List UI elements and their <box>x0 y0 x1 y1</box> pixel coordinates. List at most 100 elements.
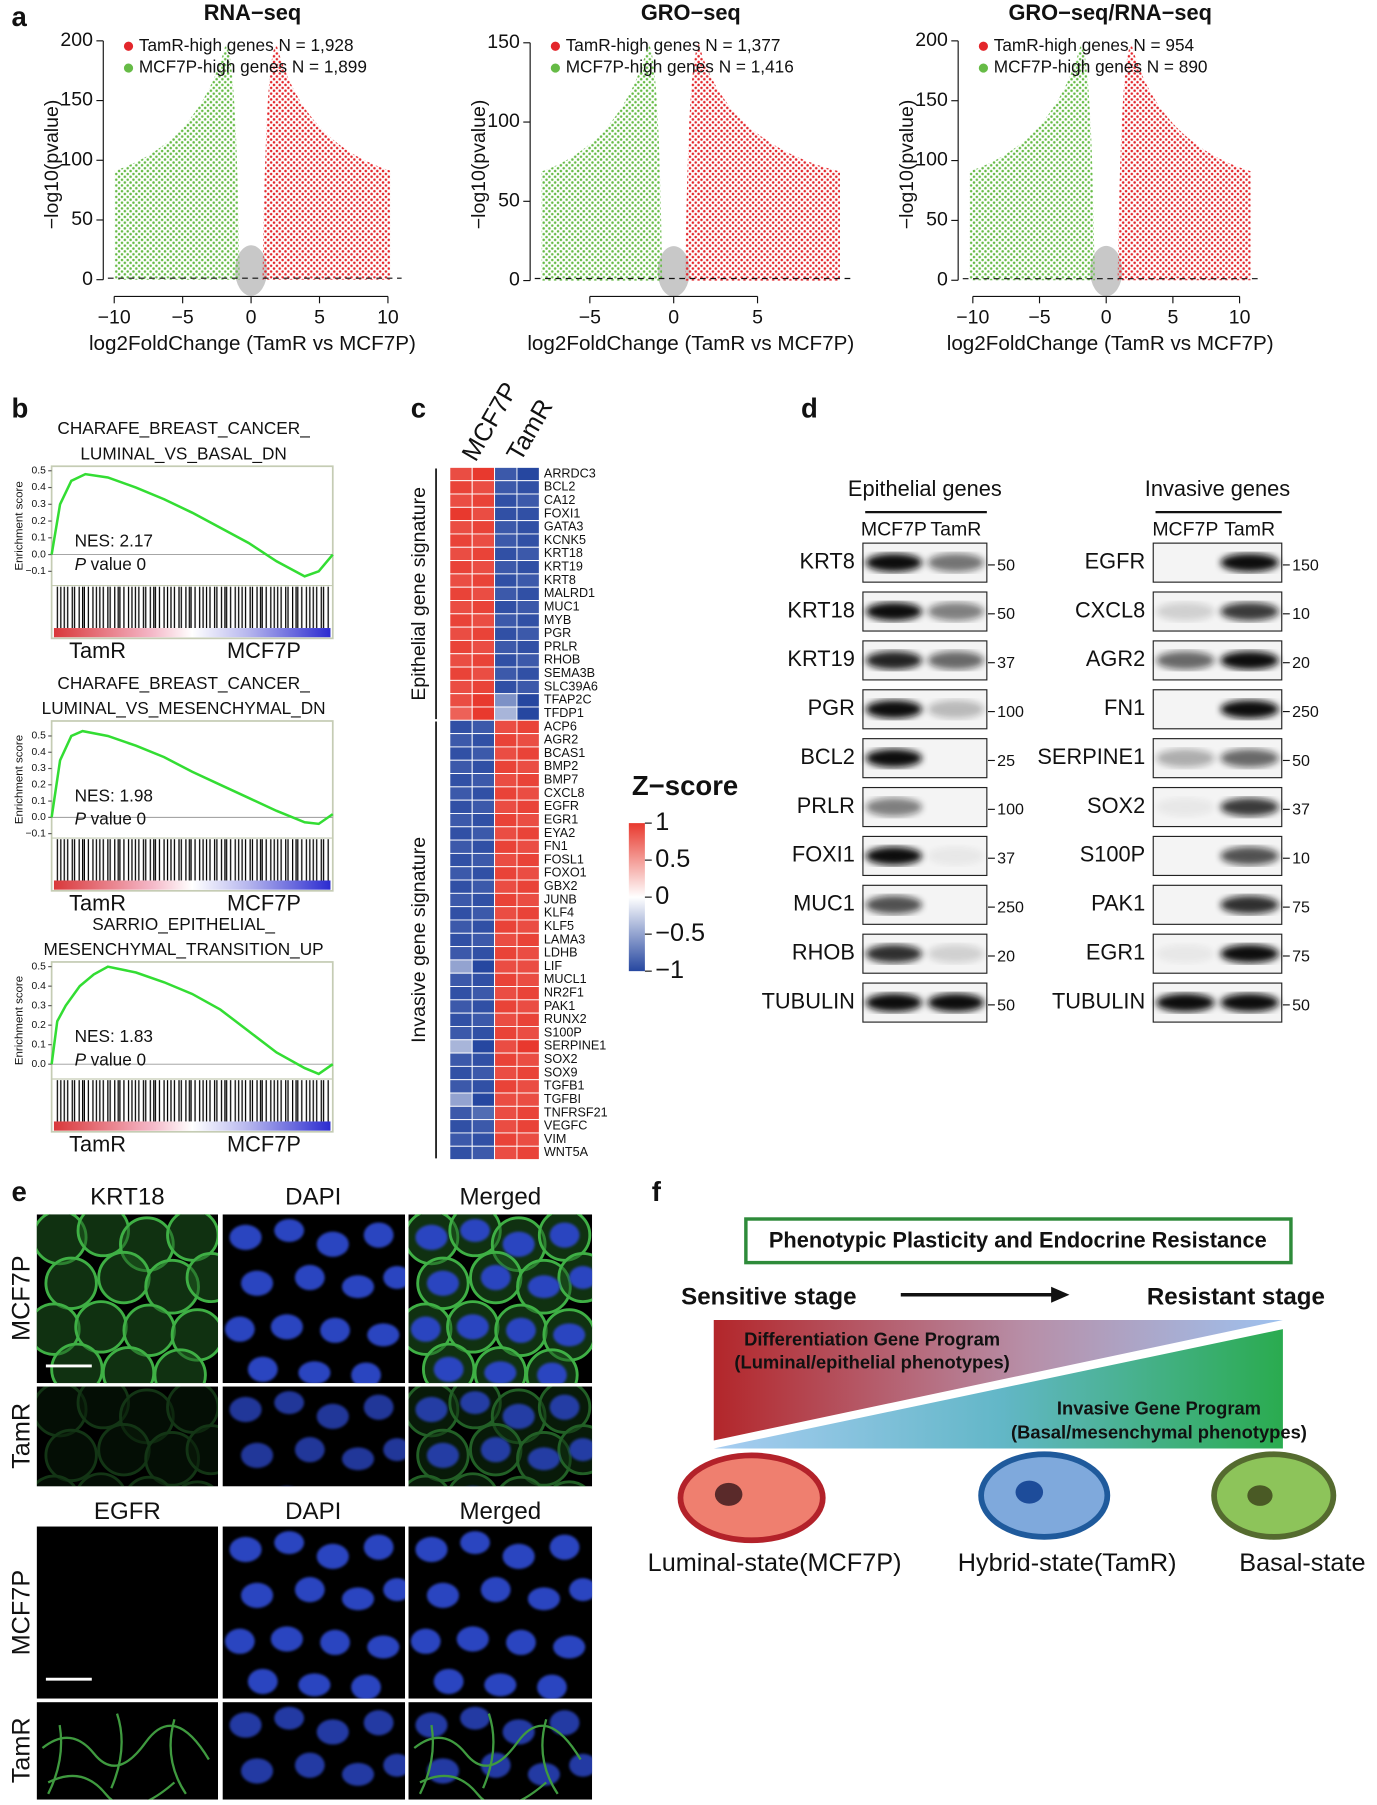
gene-label: EGR1 <box>544 812 578 826</box>
band <box>865 553 923 572</box>
column-header: DAPI <box>285 1184 341 1211</box>
x-tick-label: 0 <box>246 306 257 328</box>
heatmap-cell <box>471 746 496 761</box>
heatmap-cell <box>471 679 496 695</box>
axis-end-label: TamR <box>69 890 126 915</box>
plot-frame <box>50 720 334 892</box>
chart-title: LUMINAL_VS_BASAL_DN <box>80 443 287 463</box>
heatmap-cell <box>449 826 473 841</box>
marker-label: 100 <box>997 703 1024 721</box>
barcode <box>53 586 331 629</box>
y-tick-label: 100 <box>915 149 948 171</box>
heatmap-cell <box>516 546 540 562</box>
column-header: Merged <box>459 1498 541 1525</box>
x-axis-label: log2FoldChange (TamR vs MCF7P) <box>947 332 1274 355</box>
heatmap-cell <box>449 892 473 908</box>
marker-label: 100 <box>997 801 1024 819</box>
heatmap-cell <box>449 1012 473 1027</box>
band <box>865 944 923 963</box>
heatmap-cell <box>449 986 473 1001</box>
legend-label: MCF7P-high genes N = 1,899 <box>139 57 367 77</box>
heatmap-cell <box>471 506 496 522</box>
heatmap-cell <box>494 693 518 708</box>
state-label: Hybrid-state(TamR) <box>958 1549 1177 1577</box>
blot-title: Invasive genes <box>1145 476 1291 501</box>
p-text: value 0 <box>91 1049 146 1069</box>
nes-label: NES: 1.83 <box>75 1026 153 1046</box>
gene-label: TFDP1 <box>544 706 584 720</box>
chart-title: RNA−seq <box>204 0 302 25</box>
heatmap-cell <box>449 1105 473 1121</box>
micrograph <box>36 1386 219 1487</box>
heatmap-cell <box>449 666 473 681</box>
rank-bar <box>53 628 331 638</box>
gene-label: KLF4 <box>544 906 574 920</box>
y-tick-label: 0.4 <box>32 981 47 992</box>
diagram-title: Phenotypic Plasticity and Endocrine Resi… <box>769 1228 1267 1253</box>
p-symbol: P <box>75 808 87 828</box>
heatmap-cell <box>516 1052 540 1067</box>
p-text: value 0 <box>91 808 146 828</box>
p-text: value 0 <box>91 553 146 573</box>
heatmap-cell <box>516 493 540 508</box>
heatmap-cell <box>494 999 518 1014</box>
y-tick-label: 0.1 <box>32 533 47 544</box>
heatmap-cell <box>516 839 540 854</box>
micrograph <box>408 1214 593 1384</box>
heatmap: ARRDC3BCL2CA12FOXI1GATA3KCNK5KRT18KRT19K… <box>408 378 738 1161</box>
y-tick-label: 150 <box>487 31 520 53</box>
marker-label: 20 <box>997 947 1015 965</box>
gene-label: CA12 <box>544 493 576 507</box>
heatmap-cell <box>516 906 540 921</box>
heatmap-cell <box>494 932 518 948</box>
heatmap-cell <box>449 972 473 987</box>
colorbar-tick-label: 0.5 <box>655 845 690 873</box>
heatmap-cell <box>449 1065 473 1081</box>
chart-title: SARRIO_EPITHELIAL_ <box>92 914 275 934</box>
heatmap-cell <box>494 852 518 868</box>
gene-label: RUNX2 <box>544 1012 587 1026</box>
heatmap-cell <box>449 613 473 628</box>
micrograph <box>408 1702 597 1800</box>
heatmap-cell <box>516 1039 540 1054</box>
gene-label: ACP6 <box>544 719 577 733</box>
heatmap-cell <box>494 813 518 828</box>
heatmap-cell <box>471 1012 496 1027</box>
heatmap-cell <box>449 546 473 562</box>
y-tick-label: 50 <box>926 209 948 231</box>
protein-label: KRT18 <box>787 597 854 622</box>
colorbar-tick-label: −1 <box>655 956 684 984</box>
gene-label: FN1 <box>544 839 568 853</box>
plot-frame <box>50 961 334 1133</box>
heatmap-cell <box>494 799 518 814</box>
y-tick-label: 0.3 <box>32 763 47 774</box>
heatmap-cell <box>449 1079 473 1094</box>
y-axis-label: Enrichment score <box>14 481 26 570</box>
band <box>865 797 923 817</box>
axis-end-label: TamR <box>69 1131 126 1156</box>
heatmap-cell <box>471 600 496 615</box>
heatmap-cell <box>494 679 518 695</box>
heatmap-cell <box>516 759 540 775</box>
gene-label: KRT18 <box>544 546 583 560</box>
protein-label: TUBULIN <box>762 988 855 1013</box>
gene-label: BMP7 <box>544 773 578 787</box>
heatmap-cell <box>494 1012 518 1027</box>
y-tick-label: 0.2 <box>32 516 47 527</box>
heatmap-cell <box>471 852 496 868</box>
heatmap-cell <box>494 746 518 761</box>
y-tick-label: 0.4 <box>32 747 47 758</box>
gene-label: MUC1 <box>544 599 580 613</box>
band <box>865 700 923 719</box>
heatmap-cell <box>516 1132 540 1147</box>
heatmap-cell <box>471 573 496 588</box>
band <box>865 846 923 866</box>
heatmap-cell <box>471 786 496 801</box>
x-tick-label: 5 <box>752 306 763 328</box>
gene-label: TGFB1 <box>544 1079 585 1093</box>
band <box>865 748 923 768</box>
band <box>1156 944 1215 963</box>
